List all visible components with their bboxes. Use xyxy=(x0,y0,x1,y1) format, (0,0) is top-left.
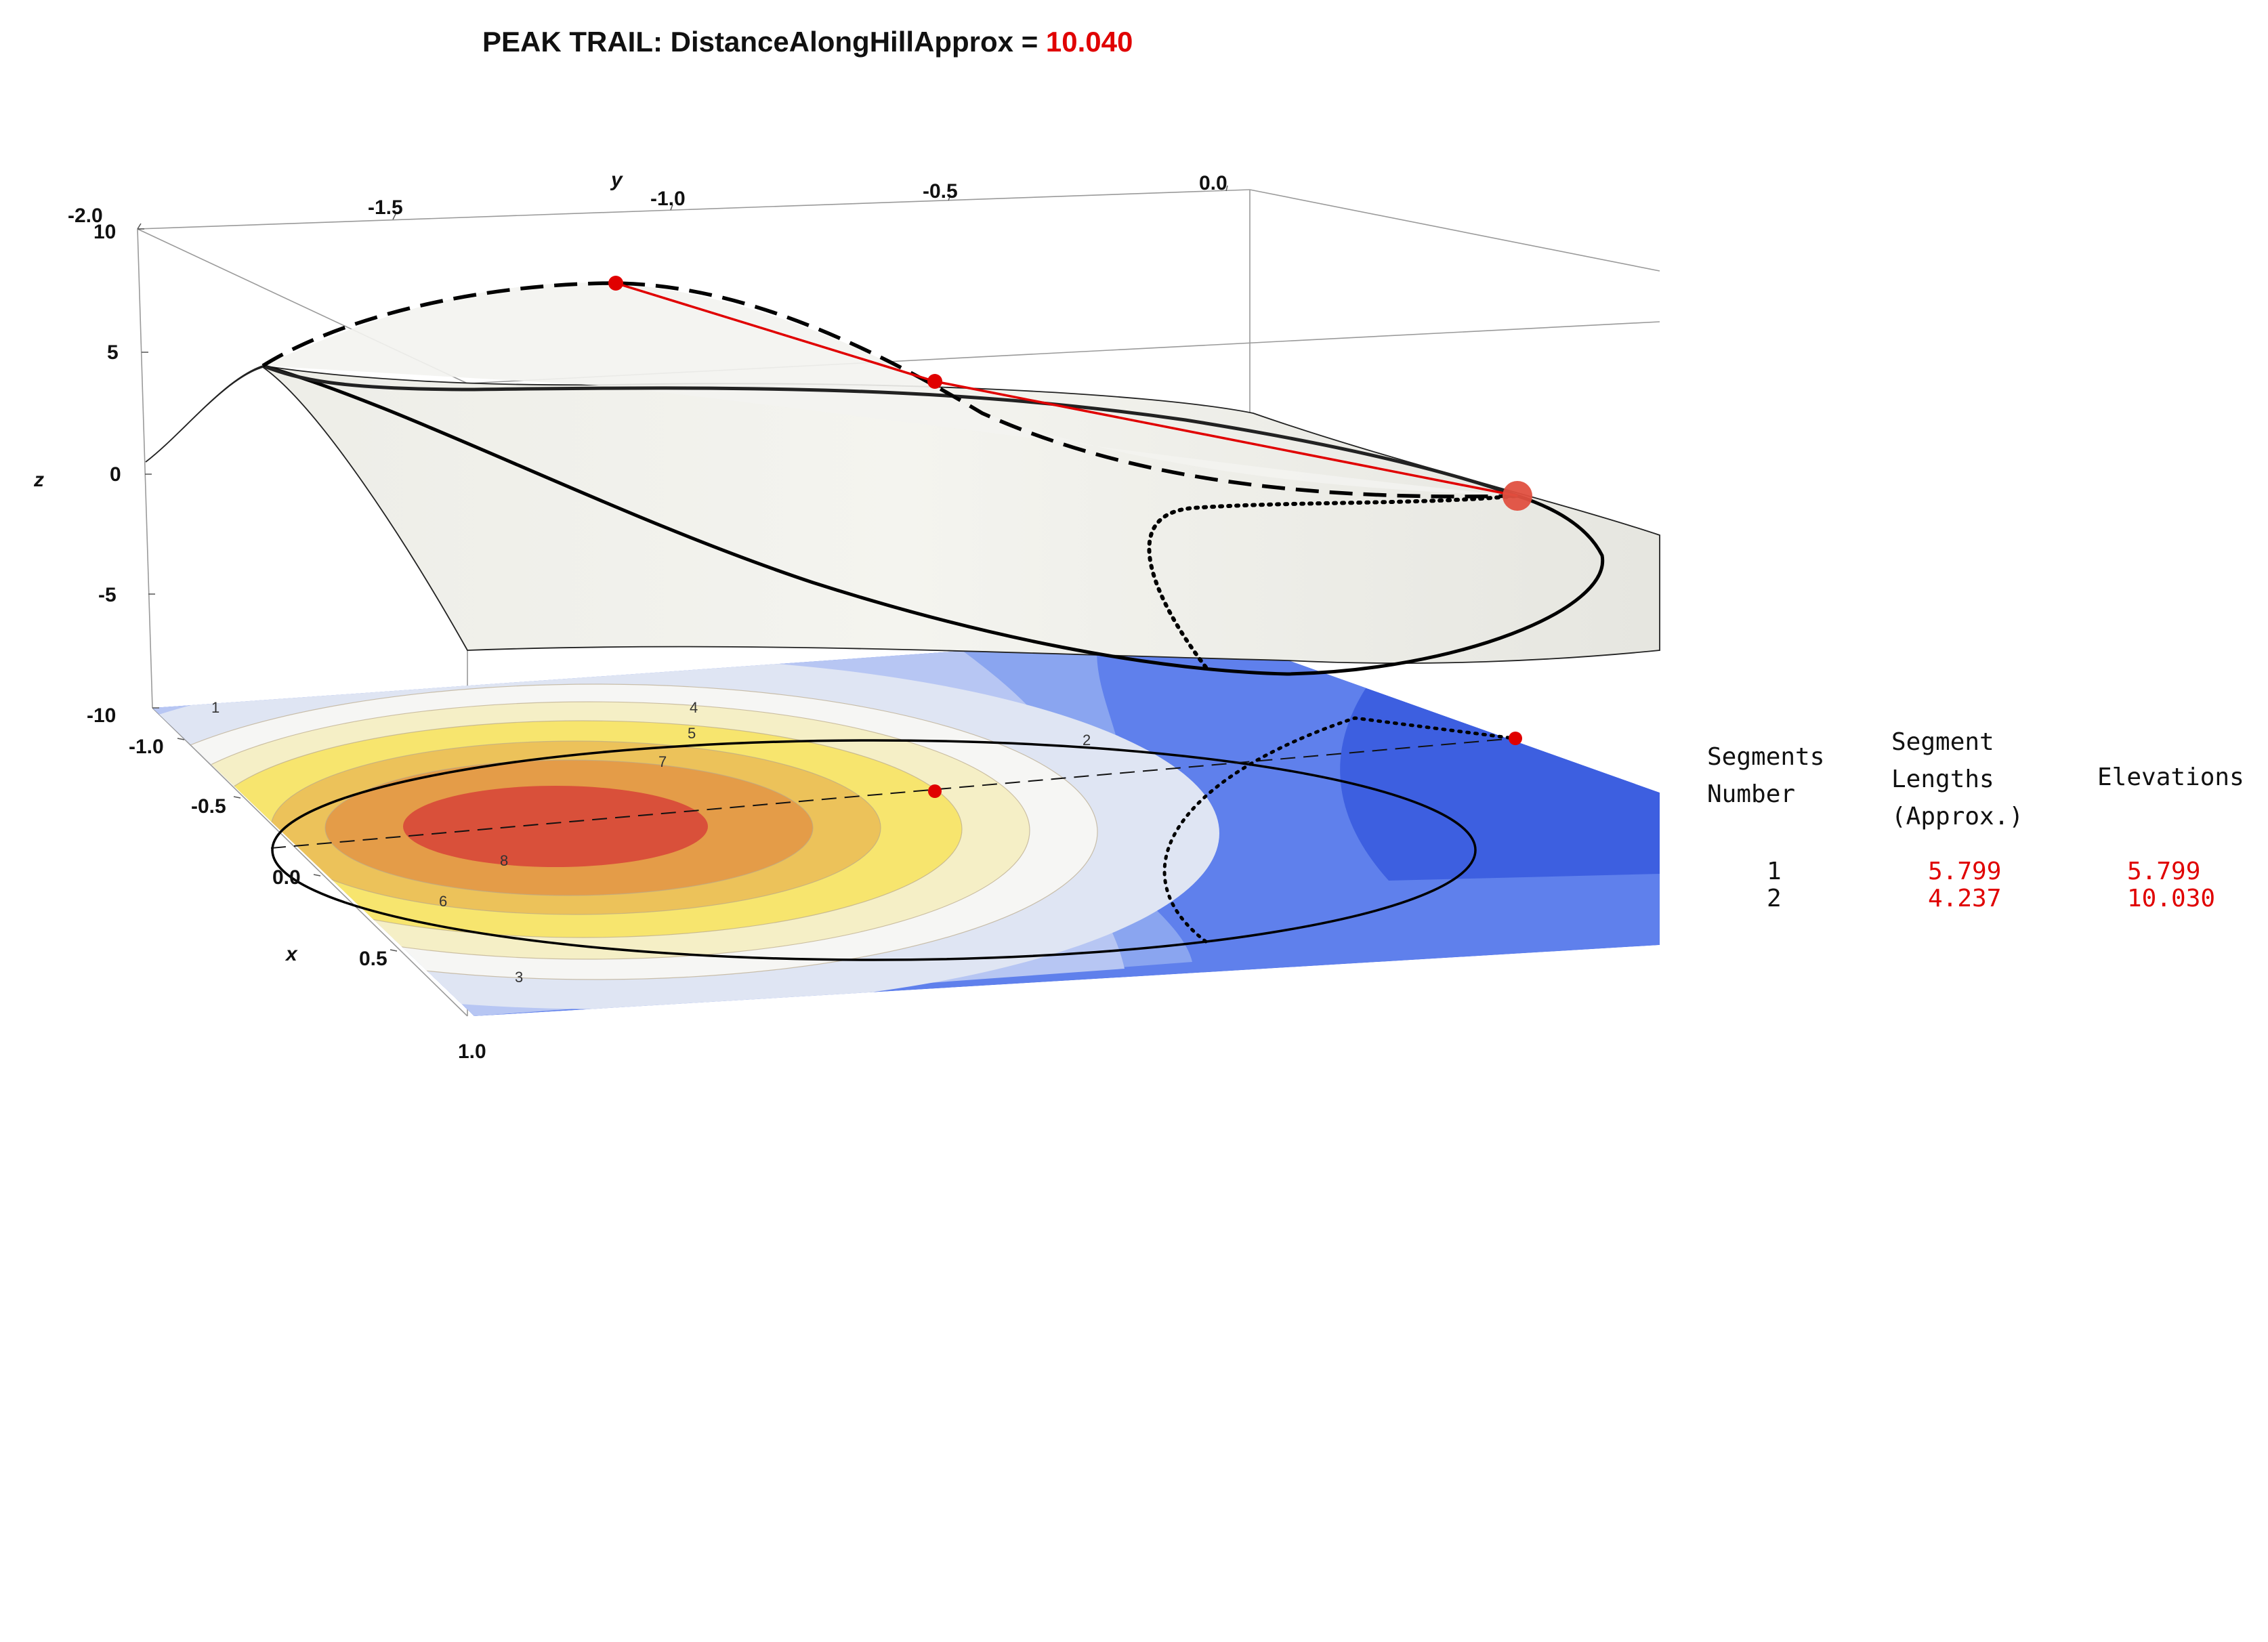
trail-point-mid xyxy=(927,374,942,389)
contour-label: 2 xyxy=(1083,732,1091,749)
header-line: Segments xyxy=(1707,743,1825,771)
y-tick-label: 0.0 xyxy=(1199,172,1227,194)
segment-length: 4.237 xyxy=(1928,885,2002,912)
contour-label-group: 1 2 3 4 5 6 7 8 xyxy=(211,699,1091,986)
y-axis: -2.0 -1.5 -1.0 -0.5 0.0 y xyxy=(68,169,1228,230)
segment-elevation: 10.030 xyxy=(2127,885,2216,912)
z-tick-label: -10 xyxy=(87,704,116,727)
contour-label: 3 xyxy=(515,969,523,986)
y-tick-label: -0.5 xyxy=(923,180,958,203)
segment-length: 5.799 xyxy=(1928,858,2002,885)
x-tick-label: -1.0 xyxy=(129,736,164,758)
table-row: 1 5.799 5.799 xyxy=(1707,858,2263,886)
x-tick-label: 1.0 xyxy=(458,1040,486,1063)
surface-solid-curve xyxy=(262,364,1605,676)
segment-number: 2 xyxy=(1767,885,1782,912)
floor-dotted-curve xyxy=(1162,716,1516,944)
z-tick-label: 5 xyxy=(107,341,119,364)
segments-table: Segments Number Segment Lengths (Approx.… xyxy=(1707,728,2263,914)
hill-surface xyxy=(145,365,1660,664)
x-tick-label: 0.0 xyxy=(272,866,301,889)
title-label: DistanceAlongHillApprox = xyxy=(671,26,1046,58)
x-tick-label: -0.5 xyxy=(191,795,226,818)
contour-plane xyxy=(152,633,1660,1016)
segment-number: 1 xyxy=(1767,858,1782,885)
y-axis-label: y xyxy=(610,169,623,191)
y-tick-label: -2.0 xyxy=(68,205,103,227)
segment-elevation: 5.799 xyxy=(2127,858,2201,885)
x-axis: -1.0 -0.5 0.0 0.5 1.0 x xyxy=(129,736,486,1063)
z-axis: 10 5 0 -5 -10 z xyxy=(33,221,159,727)
surface-ridge-curve xyxy=(262,364,1518,498)
table-row: 2 4.237 10.030 xyxy=(1707,885,2263,913)
z-tick-label: -5 xyxy=(98,584,117,606)
header-line: Segment xyxy=(1891,728,1994,756)
contour-label: 5 xyxy=(688,725,696,742)
header-line: (Approx.) xyxy=(1891,803,2024,830)
floor-point xyxy=(1509,732,1522,745)
surface-dashed-curve xyxy=(261,281,1518,499)
contour-label: 7 xyxy=(658,753,667,770)
floor-ellipse-path xyxy=(271,739,1477,961)
contour-label: 8 xyxy=(500,852,508,869)
header-line: Lengths xyxy=(1891,765,1994,793)
header-line: Number xyxy=(1707,780,1796,808)
title-value: 10.040 xyxy=(1046,26,1133,58)
hill-upper-sheet xyxy=(263,282,1517,496)
header-segment-lengths: Segment Lengths (Approx.) xyxy=(1891,723,2023,835)
x-axis-label: x xyxy=(285,943,298,965)
x-tick-label: 0.5 xyxy=(359,948,387,970)
y-tick-label: -1.0 xyxy=(650,188,686,210)
trail-point-start xyxy=(608,276,623,291)
z-tick-label: 0 xyxy=(110,463,121,486)
surface-dotted-curve xyxy=(1147,494,1519,669)
header-line: Elevations xyxy=(2097,763,2244,791)
contour-label: 6 xyxy=(439,893,447,910)
z-axis-label: z xyxy=(33,469,44,491)
contour-ring-7 xyxy=(403,786,708,867)
header-elevations: Elevations xyxy=(2097,759,2244,796)
floor-point xyxy=(928,784,942,798)
contour-label: 1 xyxy=(211,699,219,716)
contour-label: 4 xyxy=(690,699,698,716)
z-tick-label: 10 xyxy=(93,221,116,243)
title-prefix: PEAK TRAIL: xyxy=(482,26,671,58)
header-segments-number: Segments Number xyxy=(1707,738,1824,813)
floor-dashed-path xyxy=(270,738,1515,849)
trail-point-end xyxy=(1503,481,1532,511)
plot-title: PEAK TRAIL: DistanceAlongHillApprox = 10… xyxy=(482,26,1133,58)
y-tick-label: -1.5 xyxy=(368,196,403,219)
